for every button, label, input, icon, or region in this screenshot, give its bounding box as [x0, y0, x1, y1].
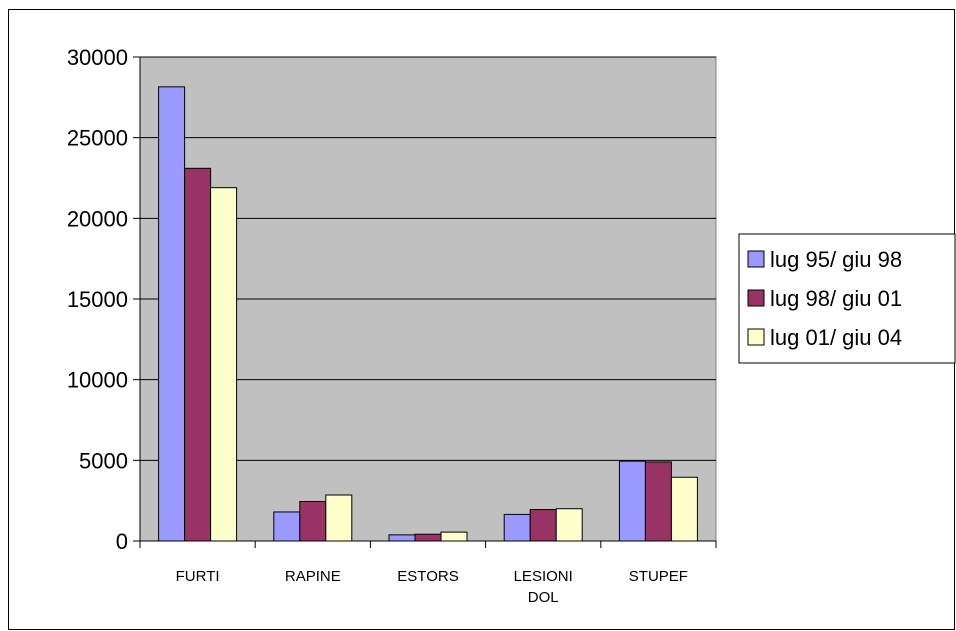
bar — [210, 187, 238, 542]
bar — [440, 531, 468, 542]
bar — [670, 476, 698, 542]
bar — [388, 534, 416, 542]
x-tick-label-line: DOL — [528, 589, 559, 606]
legend-swatch — [747, 250, 765, 268]
x-tick-labels: FURTI RAPINE ESTORS LESIONI DOL STUPEF — [176, 568, 688, 606]
bar — [644, 461, 672, 542]
axes — [133, 56, 717, 548]
bar — [529, 509, 557, 542]
bar — [158, 86, 186, 542]
bar — [325, 494, 353, 542]
legend-label: lug 98/ giu 01 — [770, 286, 902, 311]
y-tick-label: 20000 — [67, 206, 128, 231]
x-tick-label-line: STUPEF — [629, 568, 688, 585]
x-tick-label-line: FURTI — [176, 568, 220, 585]
x-tick-label: LESIONI DOL — [514, 568, 573, 606]
bar — [555, 508, 583, 542]
y-tick-label: 0 — [116, 529, 128, 554]
bar — [273, 511, 301, 542]
x-tick-label-line: ESTORS — [397, 568, 458, 585]
x-tick-label: STUPEF — [629, 568, 688, 585]
x-tick-label: RAPINE — [285, 568, 341, 585]
x-tick-label-line: LESIONI — [514, 568, 573, 585]
bar — [299, 500, 327, 542]
y-tick-label: 30000 — [67, 45, 128, 70]
y-tick-label: 5000 — [79, 448, 128, 473]
y-tick-label: 10000 — [67, 368, 128, 393]
x-tick-label: ESTORS — [397, 568, 458, 585]
legend-swatch — [747, 289, 765, 307]
y-tick-label: 25000 — [67, 126, 128, 151]
bars — [158, 86, 698, 542]
legend-swatch — [747, 328, 765, 346]
bar — [414, 533, 442, 542]
legend-label: lug 95/ giu 98 — [770, 247, 902, 272]
bar — [184, 167, 212, 542]
bar — [618, 460, 646, 542]
x-tick-label: FURTI — [176, 568, 220, 585]
legend-label: lug 01/ giu 04 — [770, 325, 902, 350]
legend-box — [738, 233, 956, 364]
legend: lug 95/ giu 98 lug 98/ giu 01 lug 01/ giu … — [738, 233, 956, 364]
y-tick-labels: 0 5000 10000 15000 20000 25000 30000 — [67, 45, 128, 554]
bar — [503, 513, 531, 542]
y-tick-label: 15000 — [67, 287, 128, 312]
x-tick-label-line: RAPINE — [285, 568, 341, 585]
